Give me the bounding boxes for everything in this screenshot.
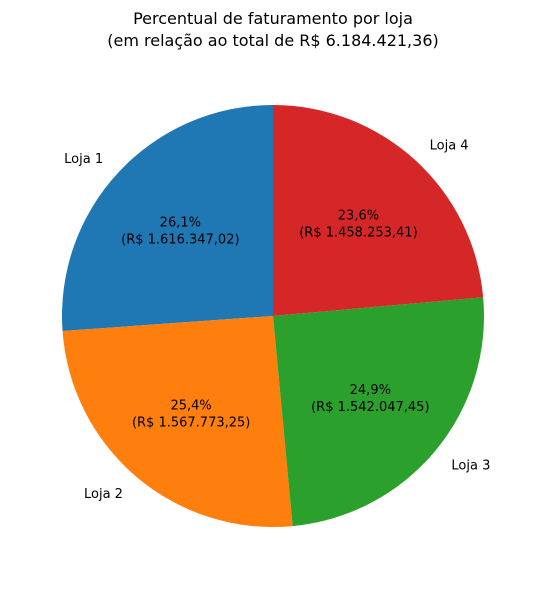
- slice-value-1: (R$ 1.616.347,02): [121, 233, 239, 248]
- pie-slice-1: [62, 105, 273, 332]
- slice-value-4: (R$ 1.458.253,41): [299, 226, 417, 241]
- chart-subtitle: (em relação ao total de R$ 6.184.421,36): [107, 31, 439, 50]
- slice-percent-4: 23,6%: [338, 209, 379, 224]
- slice-label-1: Loja 1: [64, 152, 103, 167]
- slice-label-4: Loja 4: [430, 139, 469, 154]
- pie-slices: [62, 105, 484, 527]
- slice-value-3: (R$ 1.542.047,45): [311, 400, 429, 415]
- slice-label-2: Loja 2: [84, 487, 123, 502]
- slice-percent-1: 26,1%: [160, 216, 201, 231]
- slice-percent-2: 25,4%: [170, 399, 211, 414]
- pie-slice-4: [273, 105, 484, 316]
- pie-labels: Loja 1 26,1% (R$ 1.616.347,02) Loja 2 25,4% (…: [64, 139, 490, 502]
- slice-percent-3: 24,9%: [350, 383, 391, 398]
- slice-label-3: Loja 3: [451, 458, 490, 473]
- pie-slice-2: [62, 316, 293, 527]
- pie-slice-3: [273, 297, 484, 527]
- chart-title: Percentual de faturamento por loja: [133, 9, 413, 28]
- slice-value-2: (R$ 1.567.773,25): [132, 416, 250, 431]
